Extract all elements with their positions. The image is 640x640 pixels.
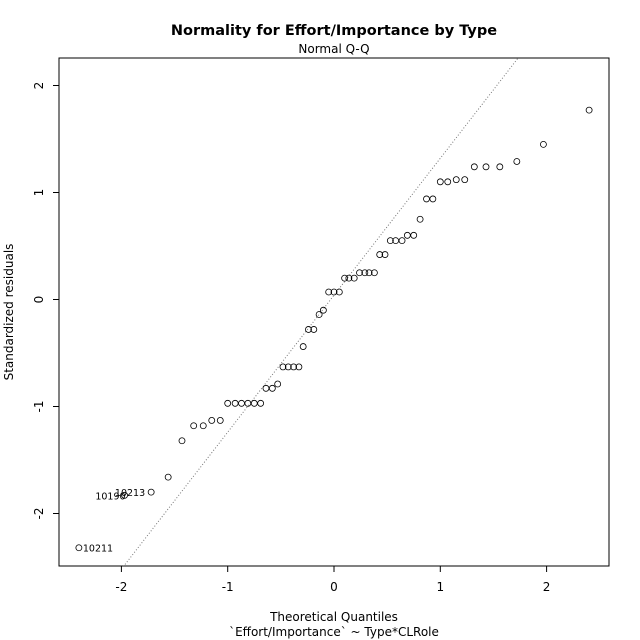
x-tick-label: -2 (115, 580, 127, 594)
x-axis-ticks: -2 -1 0 1 2 (115, 566, 550, 594)
data-point (262, 384, 270, 392)
data-point (330, 288, 338, 296)
point-label: 10213 (115, 488, 145, 499)
data-point (356, 269, 363, 277)
data-point (190, 422, 198, 430)
data-point (325, 288, 333, 296)
x-tick-label: -1 (222, 580, 234, 594)
x-tick-label: 2 (543, 580, 551, 594)
data-point (341, 274, 349, 282)
reference-line-group (123, 58, 519, 566)
x-tick-label: 1 (436, 580, 444, 594)
point-label: 10190 (95, 491, 125, 502)
y-axis-ticks: -2 -1 0 1 2 (32, 82, 59, 520)
data-point (513, 158, 521, 165)
data-point (295, 363, 303, 371)
data-point (461, 176, 469, 184)
y-tick-label: 1 (32, 189, 46, 197)
data-point (410, 231, 418, 239)
data-point (199, 422, 207, 430)
data-point (429, 195, 437, 203)
data-point (121, 491, 128, 499)
data-point (279, 363, 287, 371)
data-point (361, 269, 369, 277)
data-point (250, 399, 258, 407)
data-point (147, 488, 155, 496)
data-point (224, 399, 232, 407)
y-axis-label: Standardized residuals (2, 244, 16, 381)
data-point (319, 306, 327, 314)
data-point (452, 176, 460, 184)
data-point (398, 237, 406, 245)
data-point (290, 363, 298, 371)
chart-title: Normality for Effort/Importance by Type (171, 23, 497, 39)
data-point (444, 178, 452, 186)
data-point (238, 399, 245, 407)
y-tick-label: -2 (32, 508, 46, 520)
point-label: 10211 (83, 544, 113, 555)
data-point (540, 140, 547, 148)
data-point (482, 163, 490, 171)
data-point (386, 237, 394, 245)
data-point (345, 274, 353, 282)
data-point (164, 473, 172, 481)
data-point (376, 251, 384, 258)
data-point (299, 343, 307, 350)
data-point (274, 380, 282, 388)
y-tick-label: -1 (32, 401, 46, 413)
data-point (310, 326, 318, 333)
x-axis-sublabel: `Effort/Importance` ~ Type*CLRole (229, 625, 439, 639)
data-point (315, 311, 323, 318)
data-point (585, 106, 593, 114)
x-tick-label: 0 (330, 580, 338, 594)
data-points (75, 106, 593, 552)
data-point (335, 288, 343, 296)
data-point (244, 399, 252, 407)
data-point (178, 437, 186, 445)
data-point (231, 399, 239, 407)
y-tick-label: 2 (32, 82, 46, 90)
data-point (305, 326, 312, 333)
data-point (436, 178, 444, 186)
data-point (416, 215, 424, 223)
qq-reference-line (123, 58, 519, 566)
data-point (284, 363, 292, 371)
data-point (403, 231, 411, 239)
data-point (370, 269, 378, 277)
data-point (268, 384, 276, 392)
data-point (423, 195, 430, 203)
chart-subtitle: Normal Q-Q (298, 42, 369, 56)
x-axis-label: Theoretical Quantiles (269, 610, 398, 624)
data-point (216, 417, 224, 424)
data-point (350, 274, 358, 282)
data-point (257, 399, 265, 407)
data-point (470, 163, 478, 171)
data-point (496, 163, 504, 171)
data-point (208, 417, 216, 424)
data-point (365, 269, 373, 277)
data-point (381, 251, 389, 258)
y-tick-label: 0 (32, 296, 46, 304)
data-point (75, 544, 83, 552)
